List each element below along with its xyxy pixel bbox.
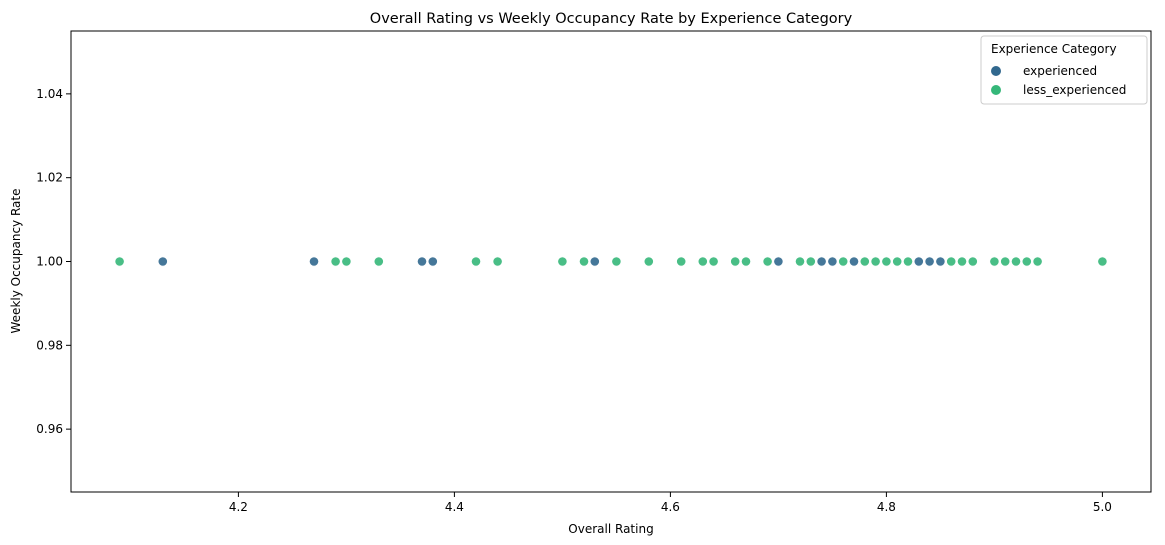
data-point-less-experienced xyxy=(676,256,687,267)
legend-frame xyxy=(980,35,1148,105)
data-point-less-experienced xyxy=(903,256,913,267)
data-point-less-experienced xyxy=(741,256,751,267)
data-point-less-experienced xyxy=(373,256,384,267)
data-point-less-experienced xyxy=(611,256,622,267)
y-tick-label: 0.96 xyxy=(36,422,63,436)
data-point-less-experienced xyxy=(492,256,503,267)
data-point-experienced xyxy=(924,256,935,267)
plot-area xyxy=(70,30,1152,493)
data-point-less-experienced xyxy=(859,256,870,267)
y-tick-label: 1.00 xyxy=(36,255,63,269)
legend-marker-experienced xyxy=(991,66,1001,76)
x-tick-label: 5.0 xyxy=(1093,500,1112,514)
y-axis-label: Weekly Occupancy Rate xyxy=(9,189,23,334)
data-points xyxy=(114,256,1108,267)
legend-marker-less-experienced xyxy=(991,85,1001,95)
x-tick-label: 4.2 xyxy=(229,500,248,514)
y-tick-label: 1.04 xyxy=(36,87,63,101)
data-point-less-experienced xyxy=(1011,256,1021,267)
data-point-less-experienced xyxy=(341,256,352,267)
data-point-less-experienced xyxy=(957,256,967,267)
data-point-less-experienced xyxy=(967,256,978,267)
data-point-less-experienced xyxy=(643,256,654,267)
data-point-experienced xyxy=(849,256,859,267)
data-point-less-experienced xyxy=(1000,256,1011,267)
legend-label-less-experienced: less_experienced xyxy=(1023,83,1126,97)
data-point-less-experienced xyxy=(805,256,816,267)
data-point-less-experienced xyxy=(579,256,589,267)
x-tick-label: 4.4 xyxy=(445,500,464,514)
data-point-experienced xyxy=(417,256,427,267)
data-point-less-experienced xyxy=(795,256,805,267)
x-tick-label: 4.8 xyxy=(877,500,896,514)
y-tick-label: 0.98 xyxy=(36,338,63,352)
legend-label-experienced: experienced xyxy=(1023,64,1097,78)
data-point-less-experienced xyxy=(989,256,1000,267)
data-point-less-experienced xyxy=(697,256,708,267)
data-point-less-experienced xyxy=(881,256,892,267)
data-point-less-experienced xyxy=(838,256,849,267)
x-axis: 4.2 4.4 4.6 4.8 5.0 xyxy=(229,492,1112,514)
data-point-less-experienced xyxy=(708,256,719,267)
data-point-experienced xyxy=(827,256,838,267)
data-point-less-experienced xyxy=(471,256,481,267)
data-point-experienced xyxy=(773,256,784,267)
data-point-less-experienced xyxy=(330,256,341,267)
data-point-experienced xyxy=(913,256,924,267)
data-point-experienced xyxy=(816,256,827,267)
legend-title: Experience Category xyxy=(991,42,1117,56)
data-point-experienced xyxy=(935,256,946,267)
x-axis-label: Overall Rating xyxy=(568,522,653,536)
data-point-less-experienced xyxy=(946,256,957,267)
data-point-less-experienced xyxy=(892,256,903,267)
data-point-less-experienced xyxy=(557,256,568,267)
x-tick-label: 4.6 xyxy=(661,500,680,514)
data-point-less-experienced xyxy=(762,256,773,267)
data-point-experienced xyxy=(427,256,438,267)
data-point-experienced xyxy=(157,256,168,267)
data-point-experienced xyxy=(589,256,600,267)
data-point-less-experienced xyxy=(1021,256,1032,267)
data-point-less-experienced xyxy=(870,256,881,267)
data-point-less-experienced xyxy=(114,256,125,267)
y-tick-label: 1.02 xyxy=(36,171,63,185)
data-point-experienced xyxy=(309,256,319,267)
chart-title: Overall Rating vs Weekly Occupancy Rate … xyxy=(370,11,853,27)
data-point-less-experienced xyxy=(1032,256,1043,267)
data-point-less-experienced xyxy=(730,256,741,267)
legend: Experience Category experienced less_exp… xyxy=(980,35,1148,105)
data-point-less-experienced xyxy=(1097,256,1108,267)
y-axis: 0.96 0.98 1.00 1.02 1.04 xyxy=(36,87,71,436)
